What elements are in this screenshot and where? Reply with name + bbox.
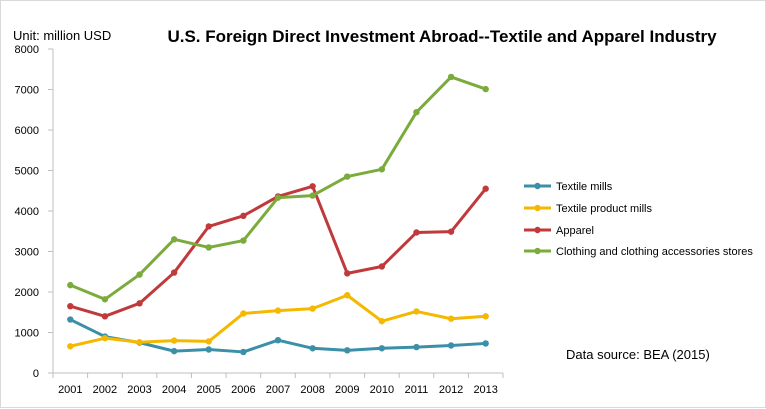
data-point: [413, 108, 420, 116]
y-tick-label: 6000: [15, 125, 39, 137]
y-axis-ticks: 0 1000 2000 3000 4000 5000 6000 7000 8000: [15, 44, 53, 380]
y-tick-label: 3000: [15, 247, 39, 259]
legend-item: Textile mills: [524, 181, 613, 193]
data-point: [205, 244, 212, 251]
data-point: [378, 263, 386, 270]
legend-swatch-marker: [534, 182, 541, 190]
data-point: [205, 223, 212, 230]
x-tick-label: 2012: [439, 384, 463, 396]
y-tick-label: 2000: [15, 287, 39, 299]
y-tick-label: 4000: [15, 206, 39, 218]
data-point: [240, 348, 247, 356]
data-point: [67, 316, 74, 323]
data-point: [378, 317, 386, 325]
series-line: [69, 318, 486, 354]
data-point: [413, 343, 420, 351]
x-tick-label: 2010: [370, 384, 394, 396]
data-point: [274, 194, 282, 201]
y-tick-label: 8000: [15, 44, 39, 56]
data-point: [67, 343, 74, 350]
unit-label: Unit: million USD: [13, 28, 111, 43]
data-point: [378, 166, 386, 173]
data-point: [67, 302, 74, 310]
series-layer: [67, 73, 489, 356]
data-point: [482, 85, 489, 93]
legend: Textile mills Textile product mills Appare…: [524, 181, 753, 258]
data-point: [309, 345, 316, 352]
data-point: [344, 292, 351, 299]
data-point: [482, 340, 489, 347]
data-point: [378, 345, 386, 352]
data-point: [309, 305, 316, 312]
data-point: [170, 337, 178, 344]
x-tick-label: 2013: [473, 384, 497, 396]
series-0: [67, 316, 489, 356]
data-point: [240, 237, 247, 244]
chart-title: U.S. Foreign Direct Investment Abroad--T…: [167, 27, 717, 46]
x-tick-label: 2005: [197, 384, 221, 396]
x-tick-label: 2006: [231, 384, 255, 396]
data-point: [67, 281, 74, 289]
series-line: [69, 184, 487, 318]
data-point: [101, 334, 109, 342]
data-point: [101, 313, 109, 320]
x-tick-label: 2011: [405, 384, 429, 396]
data-point: [240, 310, 247, 317]
x-tick-label: 2001: [58, 384, 82, 396]
legend-swatch-marker: [534, 204, 541, 212]
legend-label: Clothing and clothing accessories stores: [556, 246, 753, 258]
data-point: [136, 300, 143, 307]
y-tick-label: 7000: [15, 85, 39, 97]
data-point: [205, 338, 212, 345]
legend-item: Apparel: [524, 225, 594, 237]
data-point: [344, 173, 351, 180]
legend-item: Textile product mills: [524, 203, 652, 215]
data-point: [447, 342, 455, 349]
data-point: [447, 73, 455, 81]
y-tick-label: 5000: [15, 166, 39, 178]
data-point: [240, 212, 247, 220]
legend-item: Clothing and clothing accessories stores: [524, 246, 753, 258]
x-tick-label: 2002: [93, 384, 117, 396]
y-tick-label: 0: [33, 368, 39, 380]
data-point: [413, 308, 420, 315]
data-point: [482, 313, 489, 320]
data-point: [344, 270, 351, 277]
data-point: [413, 229, 420, 236]
x-tick-label: 2007: [266, 384, 290, 396]
data-point: [447, 315, 455, 322]
data-point: [274, 307, 282, 314]
data-point: [136, 339, 143, 346]
series-line: [69, 75, 487, 301]
data-point: [482, 185, 489, 192]
data-point: [170, 236, 178, 243]
x-tick-label: 2004: [162, 384, 186, 396]
x-tick-label: 2008: [300, 384, 324, 396]
x-tick-label: 2009: [335, 384, 359, 396]
legend-label: Textile mills: [556, 181, 613, 193]
series-2: [67, 183, 489, 320]
legend-label: Textile product mills: [556, 203, 652, 215]
x-axis-ticks: 2001 2002 2003 2004 2005 2006 2007 2008 2009 2010…: [52, 373, 504, 396]
x-tick-label: 2003: [127, 384, 151, 396]
legend-label: Apparel: [556, 225, 594, 237]
data-point: [170, 269, 178, 276]
data-point: [170, 347, 178, 355]
data-point: [309, 192, 316, 199]
y-tick-label: 1000: [15, 328, 39, 340]
data-point: [101, 296, 109, 303]
data-point: [136, 271, 143, 278]
series-3: [67, 73, 489, 303]
legend-swatch-marker: [534, 226, 541, 234]
data-point: [274, 336, 282, 344]
data-point: [447, 228, 455, 235]
series-1: [67, 292, 489, 350]
data-point: [205, 346, 212, 353]
data-source-note: Data source: BEA (2015): [566, 347, 710, 362]
data-point: [344, 347, 351, 354]
data-point: [309, 183, 316, 190]
legend-swatch-marker: [534, 247, 541, 255]
